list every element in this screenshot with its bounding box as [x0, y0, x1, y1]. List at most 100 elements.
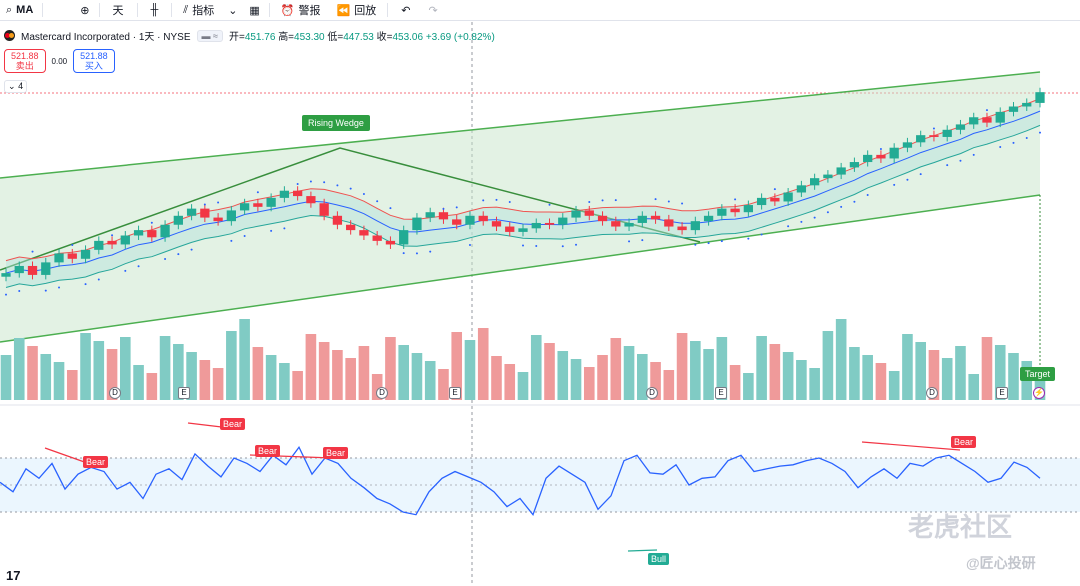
- volume-bar: [464, 340, 476, 400]
- lightning-icon[interactable]: ⚡: [1033, 387, 1045, 399]
- target-label[interactable]: Target: [1020, 367, 1056, 381]
- candle-body: [186, 208, 197, 216]
- earnings-marker[interactable]: E: [715, 387, 727, 399]
- watermark-main: 老虎社区: [908, 512, 1013, 542]
- volume-bar: [849, 347, 860, 400]
- sar-dot: [137, 265, 140, 268]
- volume-bar: [53, 362, 65, 400]
- buy-button[interactable]: 521.88 买入: [73, 49, 115, 73]
- alert-button[interactable]: ⏰ 警报: [273, 0, 329, 21]
- dividend-marker[interactable]: D: [926, 387, 938, 399]
- indicator-collapse-button[interactable]: ⌄ 4: [4, 80, 28, 93]
- candle-body: [94, 240, 104, 250]
- volume-bar: [133, 365, 144, 400]
- volume-bar: [13, 338, 25, 400]
- redo-button[interactable]: ↷: [420, 0, 445, 21]
- volume-bar: [981, 337, 993, 400]
- sar-dot: [309, 180, 312, 183]
- candle-body: [823, 174, 833, 179]
- volume-bar: [332, 350, 343, 400]
- sar-dot: [164, 258, 167, 261]
- candle-body: [902, 142, 913, 148]
- symbol-search[interactable]: ⌕ MA: [0, 0, 39, 21]
- earnings-marker[interactable]: E: [449, 387, 461, 399]
- grid-icon: ▦: [249, 4, 260, 17]
- dividend-marker[interactable]: D: [109, 387, 121, 399]
- sar-dot: [906, 178, 909, 181]
- undo-button[interactable]: ↶: [391, 0, 420, 21]
- rising-wedge-label[interactable]: Rising Wedge: [302, 115, 370, 131]
- compare-button[interactable]: ⊕: [74, 0, 95, 21]
- volume-bar: [782, 352, 794, 400]
- candle-body: [27, 265, 38, 275]
- chart-type-button[interactable]: ╫: [141, 0, 169, 21]
- volume-bar: [239, 319, 250, 400]
- symbol-label: MA: [16, 4, 34, 16]
- candle-body: [173, 215, 183, 225]
- candle-body: [969, 117, 979, 125]
- candle-body: [1022, 102, 1032, 107]
- earnings-marker[interactable]: E: [178, 387, 190, 399]
- candle-body: [399, 230, 409, 245]
- volume-bar: [676, 333, 688, 400]
- volume-bar: [994, 345, 1006, 400]
- interval-button[interactable]: 天: [103, 0, 134, 21]
- candle-body: [637, 215, 647, 223]
- candle-body: [80, 249, 91, 259]
- sar-dot: [442, 207, 445, 210]
- volume-bar: [968, 374, 980, 400]
- candle-body: [319, 203, 329, 216]
- volume-bar: [385, 337, 396, 400]
- replay-button[interactable]: ⏪ 回放: [329, 0, 385, 21]
- wedge-upper-line[interactable]: [0, 71, 1041, 179]
- candle-body: [226, 210, 236, 222]
- layout-button[interactable]: ▦: [243, 0, 265, 21]
- volume-bar: [0, 355, 12, 400]
- volume-bar: [822, 331, 834, 400]
- candle-body: [438, 212, 449, 220]
- sar-dot: [707, 242, 710, 245]
- sar-dot: [495, 198, 498, 201]
- candle-body: [730, 208, 740, 213]
- buy-price: 521.88: [80, 51, 108, 61]
- candle-body: [743, 205, 753, 213]
- candle-body: [332, 215, 343, 225]
- candle-body: [703, 215, 714, 222]
- volume-bar: [650, 362, 661, 400]
- wedge-lower-line[interactable]: [0, 194, 1041, 343]
- sar-dot: [256, 191, 259, 194]
- rsi-line: [0, 445, 1041, 517]
- volume-bar: [424, 361, 436, 400]
- candle-body: [796, 185, 807, 193]
- candle-body: [465, 215, 475, 225]
- chevron-down-icon: ⌄: [8, 81, 16, 91]
- volume-bar: [146, 373, 158, 400]
- sar-dot: [402, 252, 405, 255]
- candle-body: [836, 167, 846, 175]
- dividend-marker[interactable]: D: [646, 387, 658, 399]
- bear-label: Bear: [220, 418, 246, 430]
- indicators-dropdown[interactable]: ⌄: [222, 0, 243, 21]
- alarm-icon: ⏰: [280, 4, 295, 17]
- candle-body: [147, 230, 157, 238]
- earnings-marker[interactable]: E: [996, 387, 1008, 399]
- sar-dot: [959, 159, 962, 162]
- volume-bar: [265, 355, 277, 400]
- sell-price: 521.88: [11, 51, 39, 61]
- sar-dot: [747, 237, 750, 240]
- dividend-marker[interactable]: D: [376, 387, 388, 399]
- volume-bar: [583, 367, 595, 400]
- volume-bar: [66, 370, 78, 400]
- sar-dot: [283, 227, 286, 230]
- volume-bar: [93, 341, 105, 400]
- sar-dot: [44, 289, 47, 292]
- sar-dot: [535, 244, 538, 247]
- legend-toggle-button[interactable]: ▬ ≈: [196, 29, 223, 42]
- sell-button[interactable]: 521.88 卖出: [4, 49, 46, 73]
- volume-bar: [398, 345, 409, 400]
- candle-body: [544, 222, 555, 225]
- candle-body: [889, 147, 899, 159]
- volume-bar: [40, 354, 52, 400]
- indicators-button[interactable]: ⫽ 指标: [175, 0, 222, 21]
